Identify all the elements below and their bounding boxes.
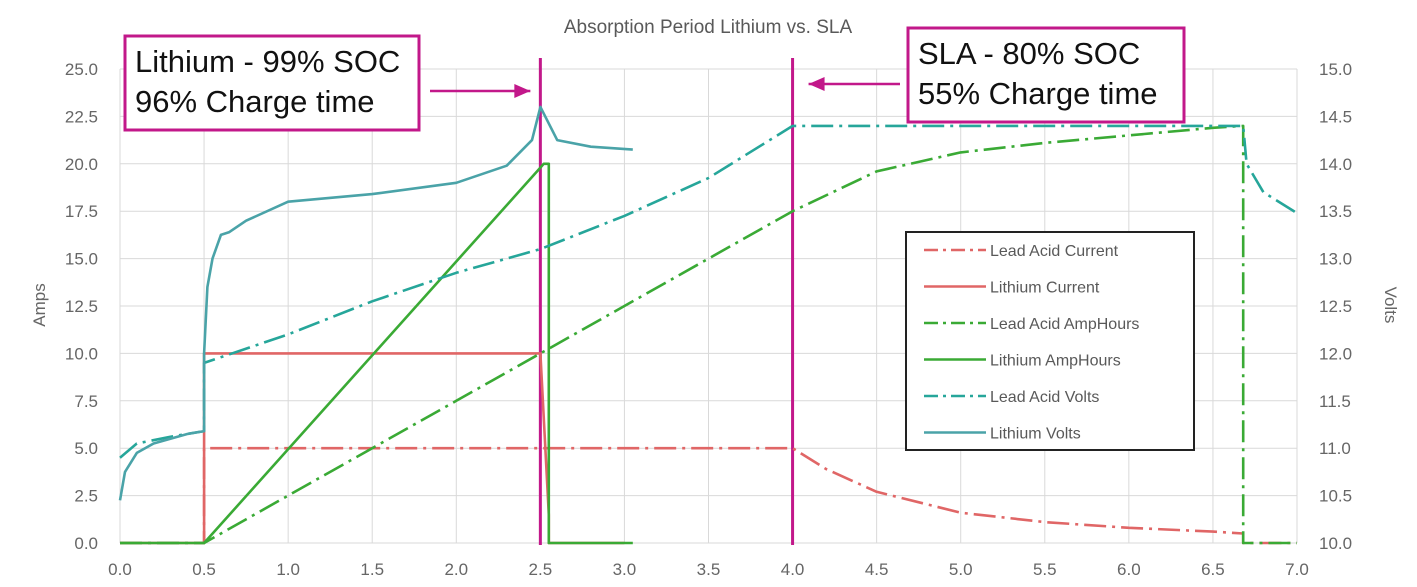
callout-text: 55% Charge time [918,76,1158,111]
x-tick-label: 6.5 [1201,560,1225,579]
y-tick-label-right: 15.0 [1319,60,1352,79]
soc-marker-lines [538,58,795,545]
x-tick-label: 0.0 [108,560,132,579]
y-tick-label-left: 25.0 [65,60,98,79]
legend: Lead Acid Current Lithium Current Lead Aci… [905,231,1195,451]
y-tick-label-left: 15.0 [65,250,98,269]
y-tick-label-left: 22.5 [65,107,98,126]
callout-text: SLA - 80% SOC [918,36,1140,71]
legend-label: Lithium AmpHours [990,353,1121,370]
data-series [118,105,1298,545]
x-tick-label: 2.0 [444,560,468,579]
y-tick-label-right: 14.5 [1319,107,1352,126]
legend-label: Lead Acid Volts [990,389,1099,406]
y-tick-label-right: 12.5 [1319,297,1352,316]
legend-label: Lead Acid AmpHours [990,316,1139,333]
callouts: Lithium - 99% SOC 96% Charge time SLA - 80… [123,26,1186,132]
y-tick-label-left: 5.0 [74,439,98,458]
y-tick-label-left: 20.0 [65,155,98,174]
y-axis-title-right: Volts [1381,287,1400,324]
y-tick-label-left: 10.0 [65,344,98,363]
y-tick-label-left: 7.5 [74,392,98,411]
y-tick-label-right: 11.5 [1319,392,1351,411]
callout-box [123,34,421,132]
callout-arrowhead [808,77,825,91]
x-tick-label: 1.5 [360,560,384,579]
x-tick-label: 4.0 [781,560,805,579]
y-tick-label-right: 11.0 [1319,439,1351,458]
axes: 0.0 0.5 1.0 1.5 2.0 2.5 3.0 3.5 4.0 4.5 5.0 5.5 6.0 6… [65,60,1352,579]
y-tick-label-left: 17.5 [65,202,98,221]
y-tick-label-right: 13.0 [1319,250,1352,269]
callout-text: Lithium - 99% SOC [135,44,400,79]
y-tick-label-right: 13.5 [1319,202,1352,221]
x-tick-label: 1.0 [276,560,300,579]
chart-title: Absorption Period Lithium vs. SLA [564,17,853,38]
x-tick-label: 5.0 [949,560,973,579]
x-tick-label: 0.5 [192,560,216,579]
y-tick-label-right: 10.5 [1319,487,1352,506]
y-tick-label-left: 2.5 [74,487,98,506]
x-tick-label: 7.0 [1285,560,1309,579]
series-lithium-amphours [120,162,633,545]
series-lithium-volts [118,105,633,501]
legend-box [905,231,1195,451]
y-tick-label-right: 14.0 [1319,155,1352,174]
x-tick-label: 4.5 [865,560,889,579]
legend-label: Lithium Volts [990,426,1081,443]
callout-box [906,26,1186,124]
y-axis-title-left: Amps [30,283,49,326]
x-tick-label: 3.0 [613,560,637,579]
x-tick-label: 2.5 [529,560,553,579]
x-tick-label: 3.5 [697,560,721,579]
y-tick-label-right: 12.0 [1319,344,1352,363]
y-tick-label-left: 0.0 [74,534,98,553]
x-tick-label: 6.0 [1117,560,1141,579]
callout-arrowhead [514,84,531,98]
legend-label: Lithium Current [990,280,1100,297]
y-tick-label-right: 10.0 [1319,534,1352,553]
legend-label: Lead Acid Current [990,243,1119,260]
y-tick-label-left: 12.5 [65,297,98,316]
callout-text: 96% Charge time [135,84,375,119]
x-tick-label: 5.5 [1033,560,1057,579]
